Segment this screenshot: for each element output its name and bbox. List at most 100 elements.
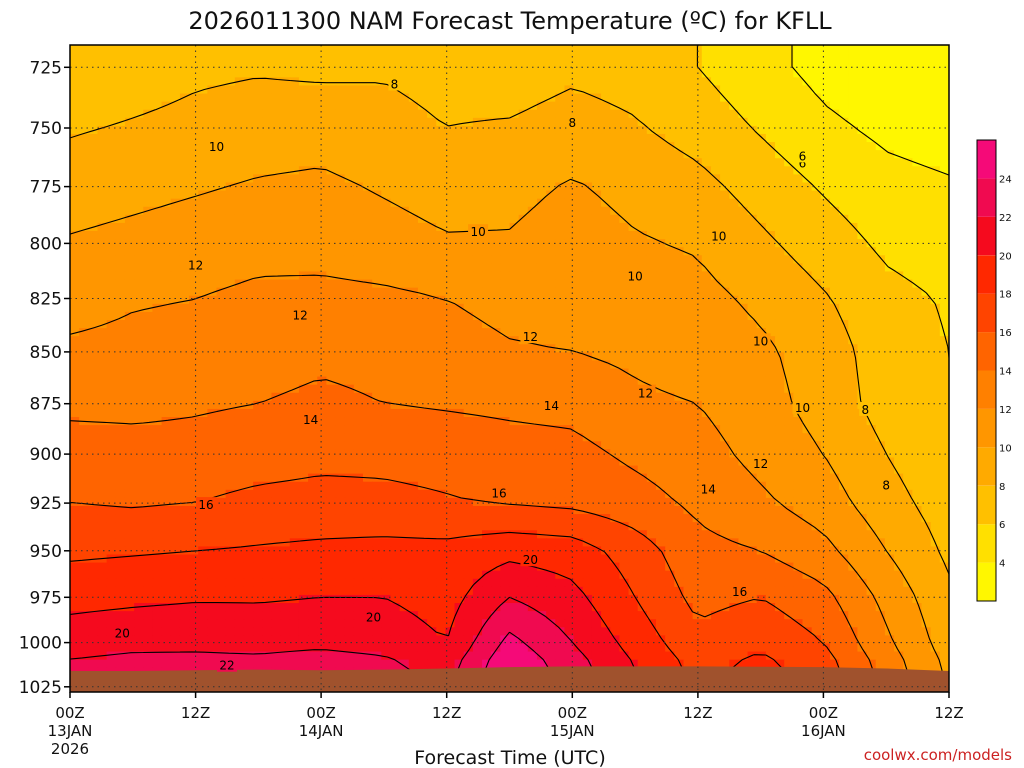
heatmap-cell: [216, 417, 227, 426]
heatmap-cell: [839, 206, 849, 216]
heatmap-cell: [390, 255, 401, 264]
heatmap-cell: [79, 441, 89, 450]
heatmap-cell: [811, 449, 822, 459]
heatmap-cell: [701, 150, 712, 159]
heatmap-cell: [253, 206, 263, 216]
heatmap-cell: [591, 77, 602, 87]
heatmap-cell: [921, 384, 932, 394]
heatmap-cell: [930, 287, 941, 297]
heatmap-cell: [674, 441, 685, 450]
heatmap-cell: [216, 239, 227, 248]
heatmap-cell: [262, 425, 273, 434]
heatmap-cell: [225, 400, 236, 410]
heatmap-cell: [720, 150, 730, 159]
heatmap-cell: [884, 101, 895, 111]
heatmap-cell: [701, 158, 712, 167]
heatmap-cell: [738, 222, 749, 232]
heatmap-cell: [564, 85, 575, 95]
heatmap-cell: [234, 150, 245, 159]
heatmap-cell: [536, 69, 547, 78]
heatmap-cell: [399, 198, 410, 208]
heatmap-cell: [417, 303, 428, 313]
heatmap-cell: [427, 182, 437, 192]
heatmap-cell: [88, 214, 99, 224]
heatmap-cell: [839, 376, 849, 386]
heatmap-cell: [271, 45, 282, 54]
heatmap-cell: [298, 433, 309, 442]
heatmap-cell: [408, 279, 419, 289]
heatmap-cell: [564, 328, 575, 337]
heatmap-cell: [79, 255, 89, 264]
heatmap-cell: [500, 222, 511, 232]
heatmap-cell: [225, 311, 236, 321]
heatmap-cell: [344, 457, 355, 467]
heatmap-cell: [97, 417, 108, 426]
heatmap-cell: [793, 214, 804, 224]
heatmap-cell: [372, 109, 382, 119]
heatmap-cell: [271, 344, 282, 353]
heatmap-cell: [317, 344, 327, 353]
heatmap-cell: [802, 247, 813, 256]
heatmap-cell: [839, 271, 849, 281]
heatmap-cell: [765, 271, 776, 281]
heatmap-cell: [500, 247, 511, 256]
heatmap-cell: [106, 117, 117, 127]
heatmap-cell: [289, 344, 300, 353]
heatmap-cell: [875, 206, 886, 216]
heatmap-cell: [253, 214, 263, 224]
heatmap-cell: [372, 376, 382, 386]
heatmap-cell: [646, 336, 657, 345]
heatmap-cell: [353, 133, 364, 143]
heatmap-cell: [701, 174, 712, 184]
heatmap-cell: [720, 376, 730, 386]
heatmap-cell: [710, 287, 721, 297]
heatmap-cell: [802, 263, 813, 273]
heatmap-cell: [546, 247, 556, 256]
heatmap-cell: [417, 319, 428, 329]
heatmap-cell: [683, 457, 694, 467]
heatmap-cell: [262, 344, 273, 353]
heatmap-cell: [692, 231, 703, 240]
heatmap-cell: [665, 69, 675, 78]
heatmap-cell: [564, 295, 575, 305]
heatmap-cell: [848, 93, 859, 103]
heatmap-cell: [628, 109, 639, 119]
heatmap-cell: [765, 287, 776, 297]
heatmap-cell: [884, 93, 895, 103]
heatmap-cell: [573, 360, 584, 370]
heatmap-cell: [747, 376, 758, 386]
heatmap-cell: [243, 247, 254, 256]
heatmap-cell: [912, 319, 923, 329]
heatmap-cell: [683, 158, 694, 167]
heatmap-cell: [536, 425, 547, 434]
heatmap-cell: [674, 433, 685, 442]
heatmap-cell: [747, 417, 758, 426]
heatmap-cell: [884, 408, 895, 418]
heatmap-cell: [234, 425, 245, 434]
heatmap-cell: [463, 206, 474, 216]
heatmap-cell: [894, 287, 904, 297]
heatmap-cell: [793, 255, 804, 264]
heatmap-cell: [802, 231, 813, 240]
heatmap-cell: [536, 417, 547, 426]
heatmap-cell: [765, 198, 776, 208]
heatmap-cell: [207, 449, 218, 459]
heatmap-cell: [381, 158, 392, 167]
heatmap-cell: [656, 239, 666, 248]
heatmap-cell: [692, 93, 703, 103]
heatmap-cell: [115, 328, 126, 337]
heatmap-cell: [289, 77, 300, 87]
heatmap-cell: [518, 408, 529, 418]
heatmap-cell: [179, 247, 190, 256]
heatmap-cell: [857, 352, 868, 362]
heatmap-cell: [683, 198, 694, 208]
heatmap-cell: [912, 133, 923, 143]
heatmap-cell: [262, 166, 273, 175]
heatmap-cell: [866, 417, 877, 426]
heatmap-cell: [88, 247, 99, 256]
heatmap-cell: [784, 85, 794, 95]
heatmap-cell: [939, 93, 949, 103]
heatmap-cell: [848, 117, 859, 127]
heatmap-cell: [70, 247, 80, 256]
heatmap-cell: [216, 247, 227, 256]
